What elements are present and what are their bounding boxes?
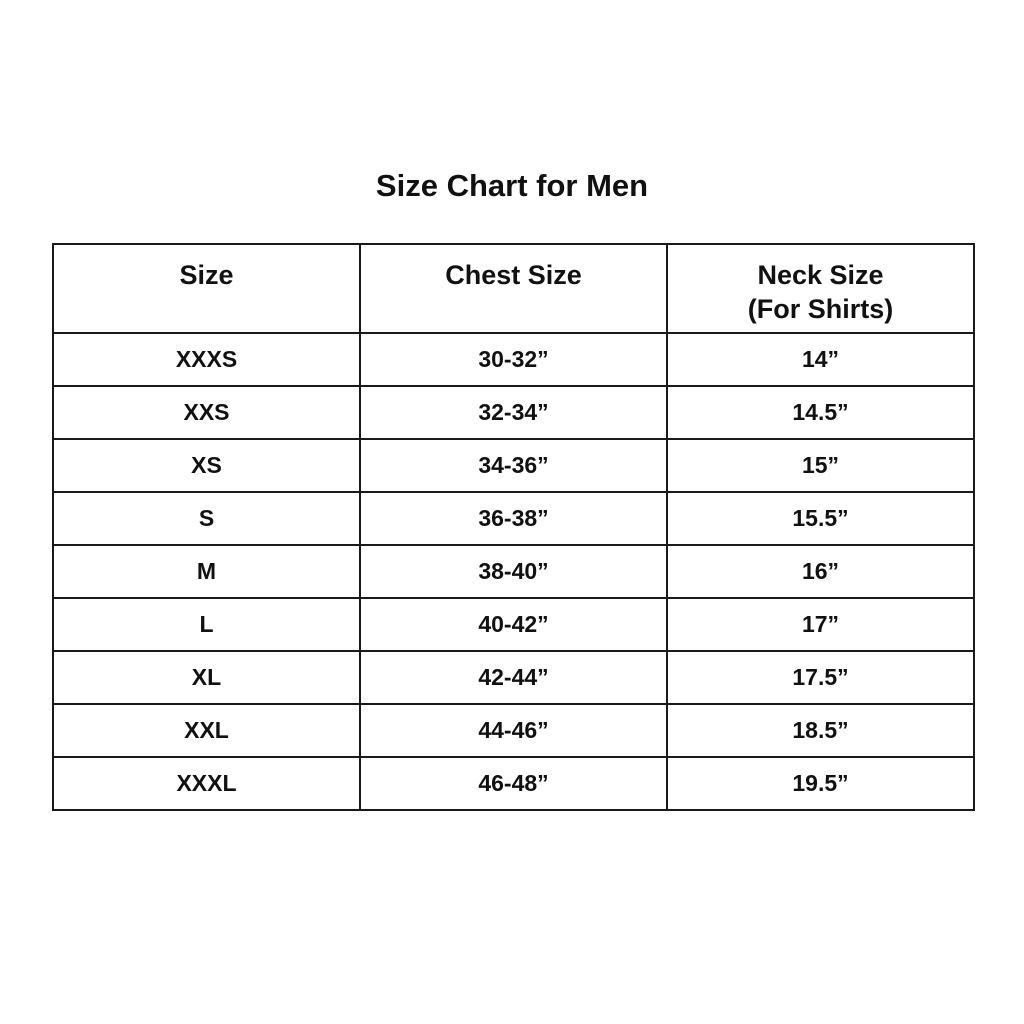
header-size: Size: [52, 243, 361, 334]
cell-size: XXS: [52, 385, 361, 440]
cell-size: XXL: [52, 703, 361, 758]
cell-neck-size: 16”: [666, 544, 975, 599]
cell-neck-size: 18.5”: [666, 703, 975, 758]
table-row: XXXL 46-48” 19.5”: [52, 756, 975, 811]
table-row: XXS 32-34” 14.5”: [52, 385, 975, 440]
table-row: L 40-42” 17”: [52, 597, 975, 652]
cell-chest-size: 46-48”: [359, 756, 668, 811]
header-neck-size-note: (For Shirts): [747, 294, 894, 324]
cell-size: L: [52, 597, 361, 652]
cell-size: XXXL: [52, 756, 361, 811]
header-neck-size: Neck Size (For Shirts): [666, 243, 975, 334]
page-title: Size Chart for Men: [375, 168, 649, 203]
table-row: XXL 44-46” 18.5”: [52, 703, 975, 758]
cell-size: XL: [52, 650, 361, 705]
cell-chest-size: 38-40”: [359, 544, 668, 599]
cell-chest-size: 32-34”: [359, 385, 668, 440]
cell-size: XXXS: [52, 332, 361, 387]
cell-chest-size: 30-32”: [359, 332, 668, 387]
table-row: S 36-38” 15.5”: [52, 491, 975, 546]
header-chest-size: Chest Size: [359, 243, 668, 334]
cell-neck-size: 15.5”: [666, 491, 975, 546]
cell-chest-size: 40-42”: [359, 597, 668, 652]
cell-neck-size: 15”: [666, 438, 975, 493]
table-row: XL 42-44” 17.5”: [52, 650, 975, 705]
table-row: XXXS 30-32” 14”: [52, 332, 975, 387]
cell-neck-size: 17”: [666, 597, 975, 652]
header-row: Size Chest Size Neck Size (For Shirts): [52, 243, 975, 334]
cell-size: XS: [52, 438, 361, 493]
cell-neck-size: 14.5”: [666, 385, 975, 440]
size-chart-table: Size Chest Size Neck Size (For Shirts) XX…: [52, 243, 975, 811]
cell-chest-size: 42-44”: [359, 650, 668, 705]
cell-chest-size: 36-38”: [359, 491, 668, 546]
cell-neck-size: 14”: [666, 332, 975, 387]
cell-chest-size: 44-46”: [359, 703, 668, 758]
cell-size: S: [52, 491, 361, 546]
cell-size: M: [52, 544, 361, 599]
table-row: XS 34-36” 15”: [52, 438, 975, 493]
cell-neck-size: 19.5”: [666, 756, 975, 811]
header-neck-size-label: Neck Size: [757, 260, 884, 290]
cell-chest-size: 34-36”: [359, 438, 668, 493]
cell-neck-size: 17.5”: [666, 650, 975, 705]
table-row: M 38-40” 16”: [52, 544, 975, 599]
